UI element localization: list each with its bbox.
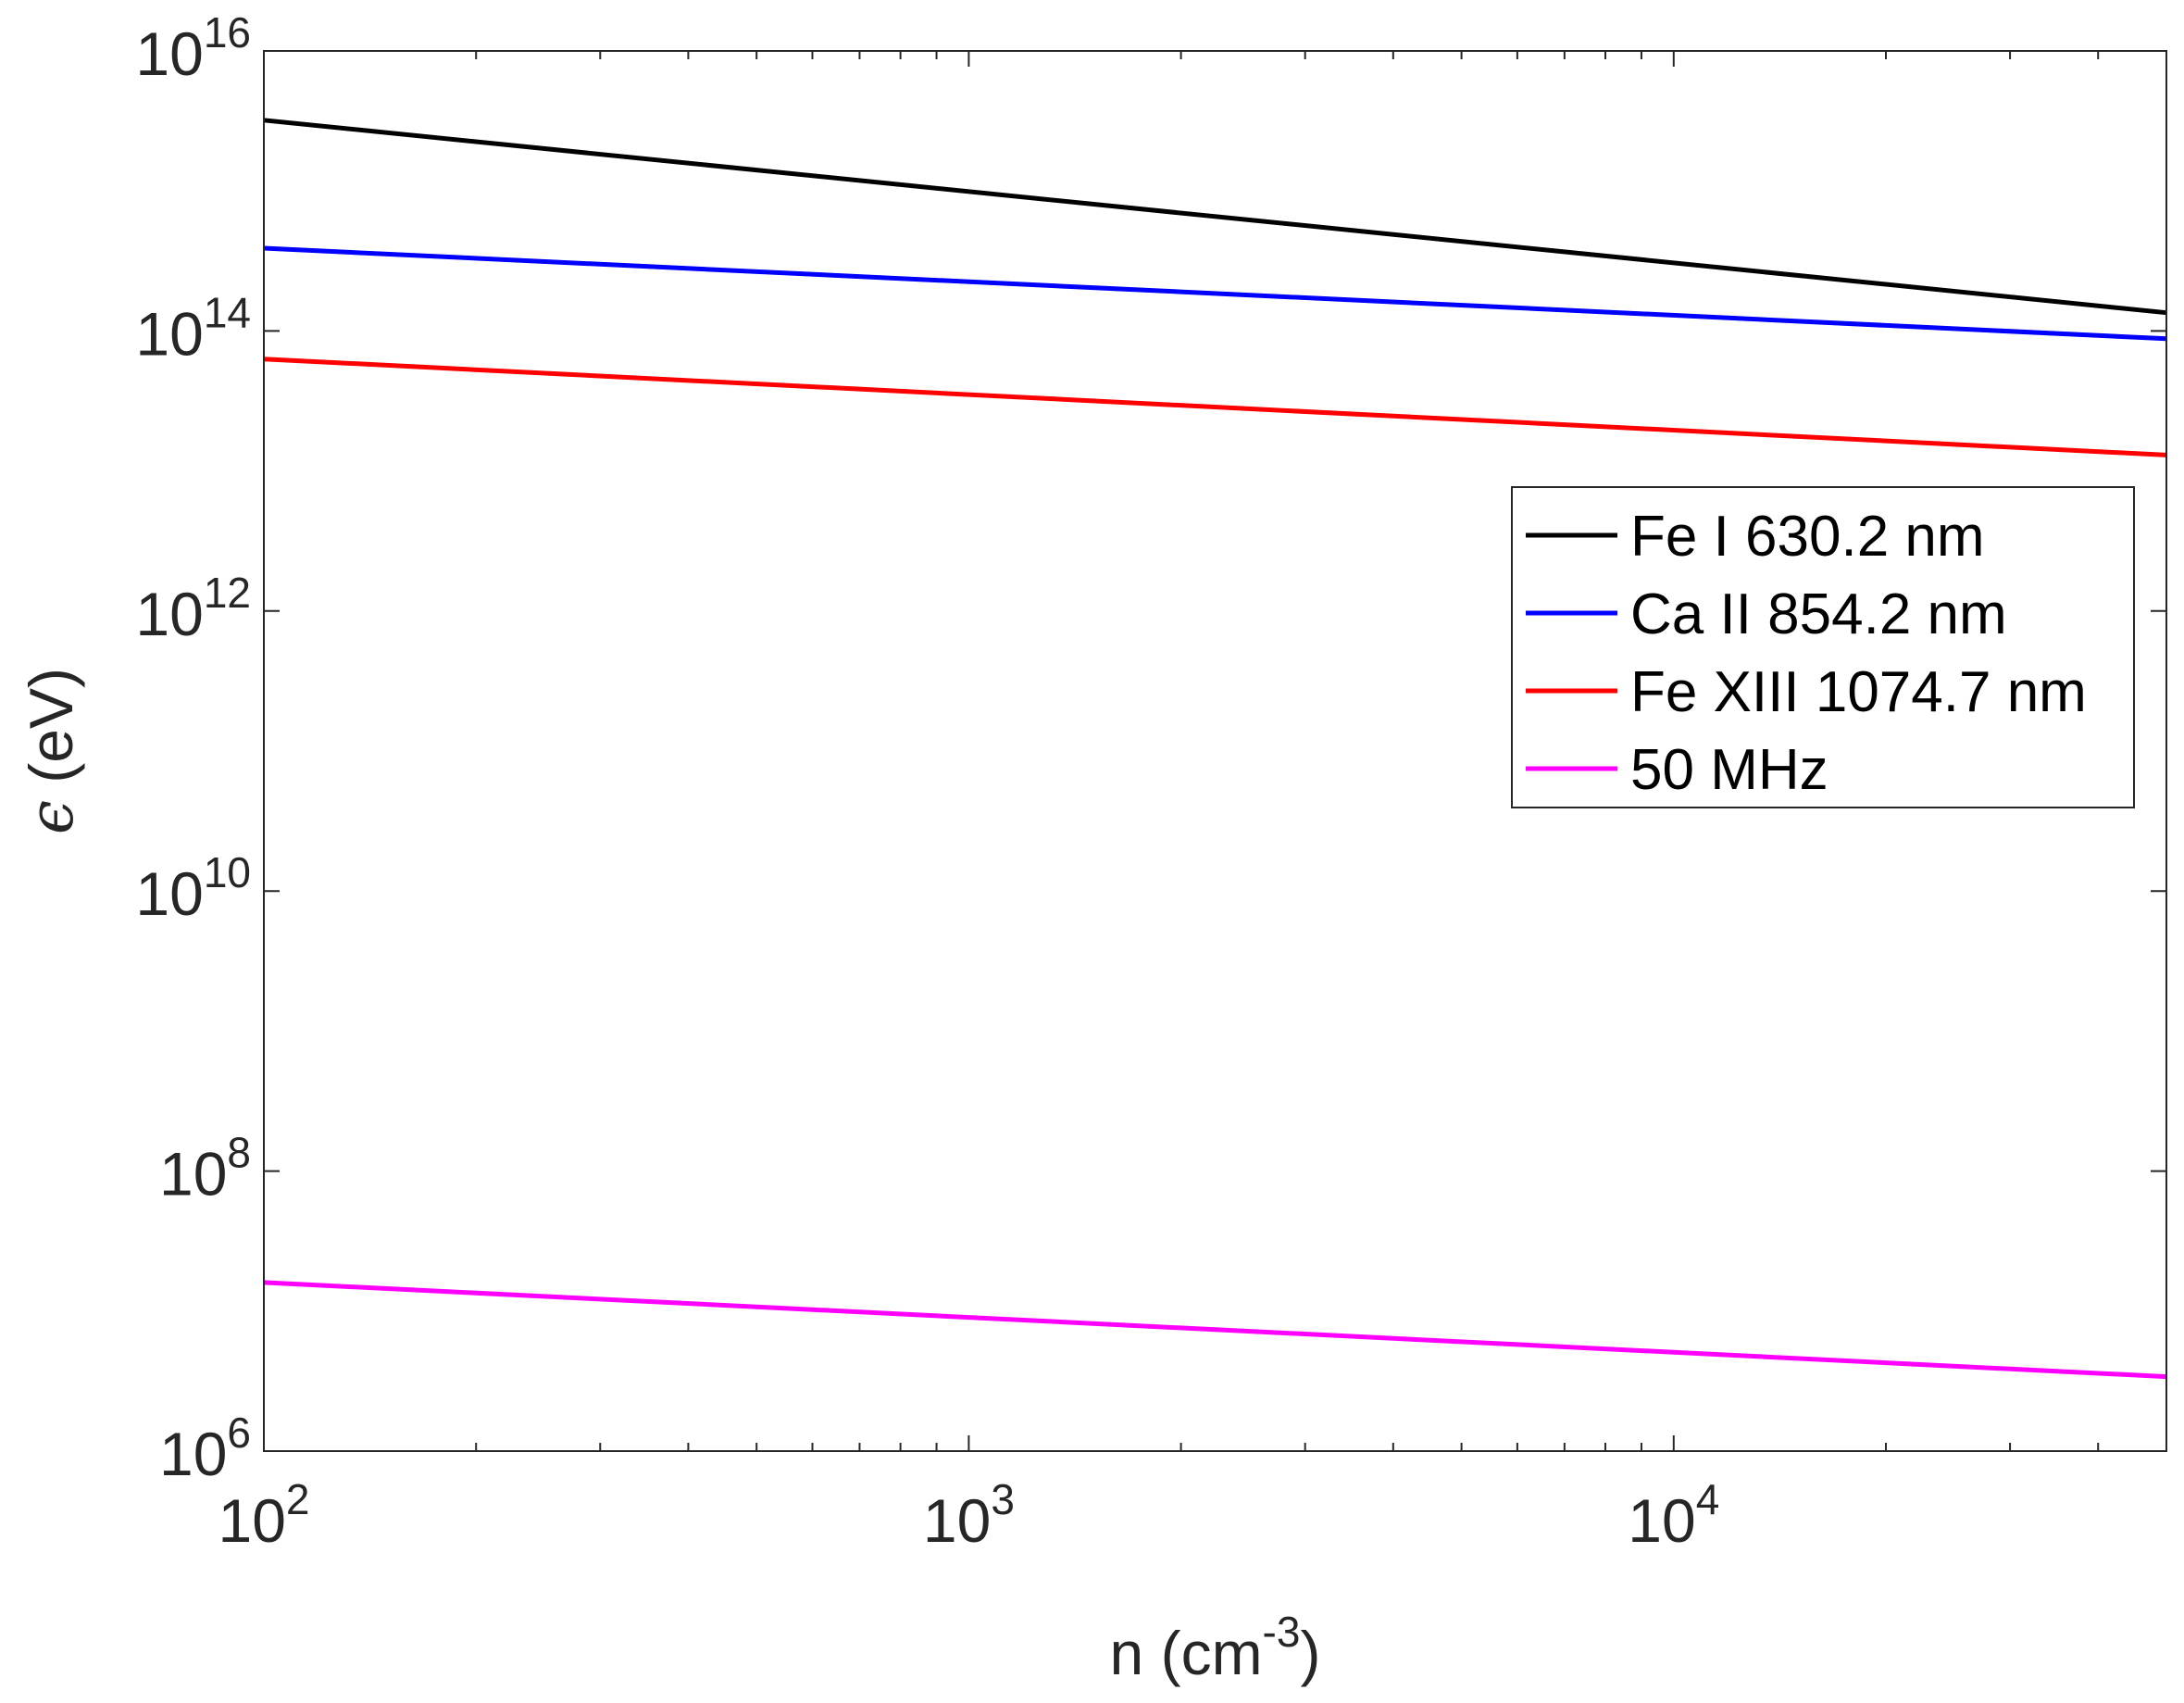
x-tick-label-exponent: 2: [286, 1475, 310, 1523]
y-tick-label-exponent: 16: [204, 8, 251, 56]
y-tick-label-exponent: 12: [204, 569, 251, 617]
x-tick-label-base: 10: [1628, 1486, 1695, 1555]
x-tick-label: 102: [218, 1475, 309, 1555]
x-tick-label: 104: [1628, 1475, 1719, 1555]
x-tick-label: 103: [923, 1475, 1015, 1555]
legend-box: [1511, 486, 2135, 808]
y-tick-label-base: 10: [135, 19, 203, 88]
y-tick-label: 1016: [135, 8, 251, 88]
x-axis-label-base: n (cm: [1110, 1619, 1263, 1687]
legend-label-0: Fe I 630.2 nm: [1630, 505, 1985, 569]
y-axis-label-symbol: ϵ: [16, 800, 87, 834]
legend-label-2: Fe XIII 1074.7 nm: [1630, 660, 2087, 724]
y-tick-label-exponent: 8: [227, 1129, 251, 1177]
x-axis-label: n (cm-3): [1110, 1608, 1321, 1687]
y-tick-label-base: 10: [135, 299, 203, 368]
y-tick-label-base: 10: [135, 580, 203, 648]
series-line-1: [263, 245, 2167, 342]
y-tick-label-exponent: 6: [227, 1409, 251, 1457]
series-line-0: [263, 118, 2167, 316]
x-tick-label-base: 10: [218, 1486, 285, 1555]
x-tick-label-base: 10: [923, 1486, 991, 1555]
x-axis-label-suffix: ): [1300, 1619, 1320, 1687]
series-line-2: [263, 357, 2167, 457]
plot-frame: [263, 50, 2167, 1452]
y-tick-label-exponent: 14: [204, 288, 251, 336]
y-tick-label: 108: [159, 1129, 251, 1208]
legend-label-3: 50 MHz: [1630, 738, 1828, 802]
y-tick-label: 1012: [135, 569, 251, 648]
series-line-3: [263, 1280, 2167, 1380]
legend-label-1: Ca II 854.2 nm: [1630, 582, 2007, 646]
y-axis-label: ϵ (eV): [16, 668, 87, 834]
y-tick-label: 1010: [135, 848, 251, 928]
x-tick-label-exponent: 4: [1696, 1475, 1720, 1523]
legend: Fe I 630.2 nm Ca II 854.2 nm Fe XIII 1074.…: [1511, 486, 2135, 808]
y-tick-label-base: 10: [135, 859, 203, 928]
legend-items: Fe I 630.2 nm Ca II 854.2 nm Fe XIII 1074.…: [1526, 505, 2087, 802]
y-axis-label-text: (eV): [17, 668, 85, 800]
y-tick-label: 1014: [135, 288, 251, 368]
x-tick-label-exponent: 3: [991, 1475, 1015, 1523]
y-tick-label-exponent: 10: [204, 848, 251, 896]
series-layer: [263, 118, 2167, 1380]
x-axis-label-superscript: -3: [1263, 1608, 1301, 1656]
y-tick-label-base: 10: [159, 1420, 227, 1488]
y-tick-label: 106: [159, 1409, 251, 1488]
y-tick-label-base: 10: [159, 1140, 227, 1208]
